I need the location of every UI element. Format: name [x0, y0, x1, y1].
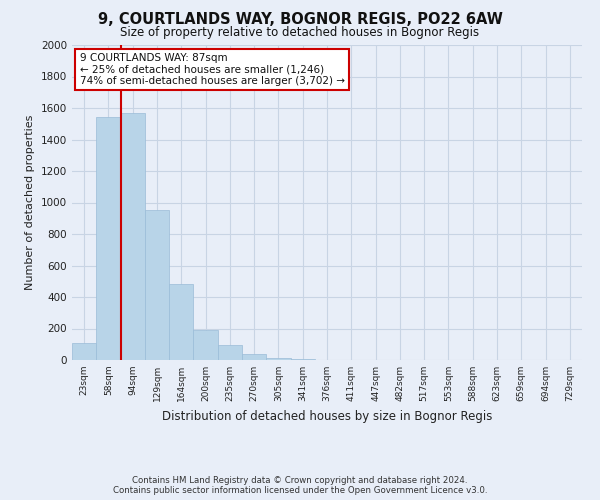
Bar	[242, 354, 266, 360]
X-axis label: Distribution of detached houses by size in Bognor Regis: Distribution of detached houses by size …	[162, 410, 492, 422]
Text: Contains HM Land Registry data © Crown copyright and database right 2024.
Contai: Contains HM Land Registry data © Crown c…	[113, 476, 487, 495]
Bar	[121, 112, 145, 360]
Bar	[193, 330, 218, 360]
Text: 9 COURTLANDS WAY: 87sqm
← 25% of detached houses are smaller (1,246)
74% of semi: 9 COURTLANDS WAY: 87sqm ← 25% of detache…	[80, 53, 344, 86]
Bar	[145, 210, 169, 360]
Text: 9, COURTLANDS WAY, BOGNOR REGIS, PO22 6AW: 9, COURTLANDS WAY, BOGNOR REGIS, PO22 6A…	[98, 12, 502, 28]
Bar	[290, 359, 315, 360]
Bar	[72, 342, 96, 360]
Bar	[266, 358, 290, 360]
Y-axis label: Number of detached properties: Number of detached properties	[25, 115, 35, 290]
Bar	[169, 284, 193, 360]
Text: Size of property relative to detached houses in Bognor Regis: Size of property relative to detached ho…	[121, 26, 479, 39]
Bar	[218, 345, 242, 360]
Bar	[96, 118, 121, 360]
